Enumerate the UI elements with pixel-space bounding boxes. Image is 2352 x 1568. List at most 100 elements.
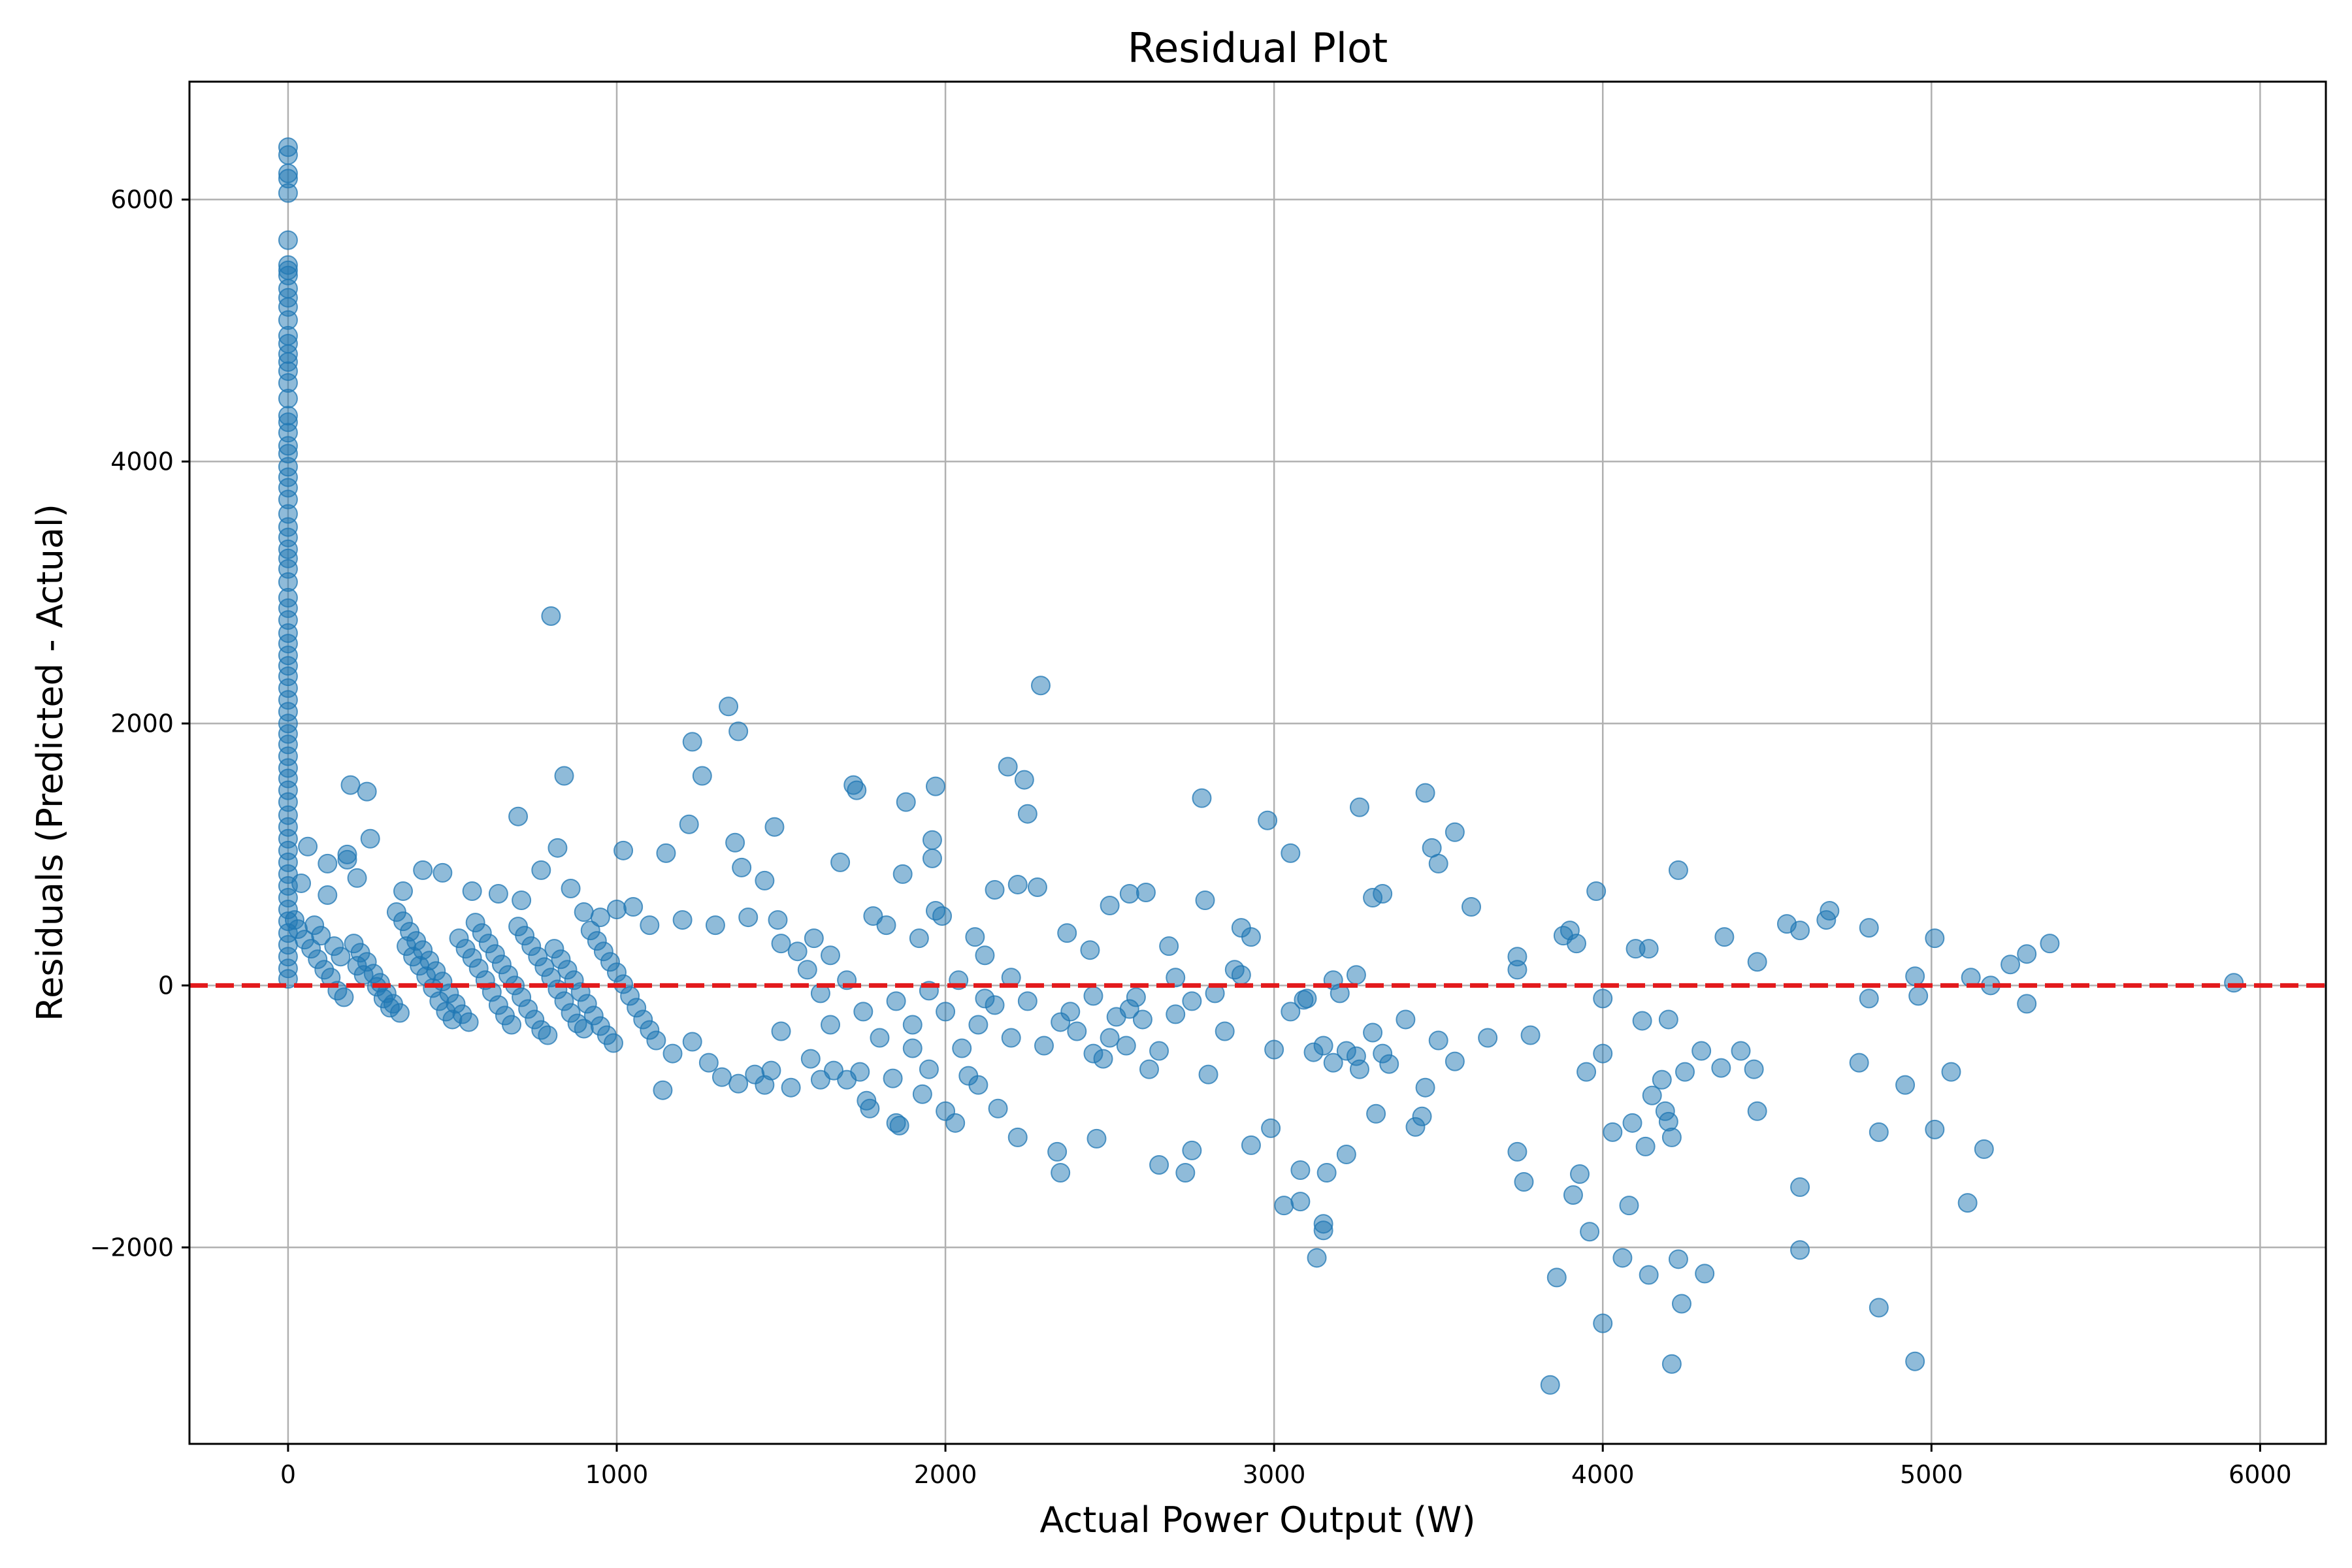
data-point [1258, 810, 1278, 830]
data-point [1576, 1062, 1597, 1082]
data-point [1159, 936, 1179, 956]
data-point [607, 900, 627, 920]
data-point [732, 857, 752, 877]
data-point [413, 860, 433, 880]
data-point [1373, 883, 1393, 904]
x-tick-label: 0 [280, 1460, 296, 1489]
data-point [2001, 955, 2021, 975]
data-point [1639, 939, 1659, 959]
data-point [952, 1038, 972, 1058]
x-tick-label: 6000 [2229, 1460, 2292, 1489]
data-point [896, 792, 916, 812]
data-point [919, 1059, 939, 1079]
x-tick-label: 4000 [1571, 1460, 1635, 1489]
data-point [1323, 1053, 1343, 1073]
x-tick-label: 2000 [914, 1460, 977, 1489]
data-point [912, 1084, 932, 1104]
data-point [331, 947, 351, 967]
y-tick-label: −2000 [90, 1233, 174, 1262]
data-point [459, 1012, 479, 1032]
data-point [1290, 1192, 1311, 1212]
y-tick-label: 2000 [110, 709, 174, 738]
data-point [554, 766, 574, 786]
data-point [975, 988, 995, 1009]
data-point [462, 881, 482, 901]
data-point [1593, 1313, 1613, 1333]
data-point [797, 960, 817, 980]
data-point [1790, 1240, 1810, 1260]
data-point [1192, 788, 1212, 808]
data-point [1261, 1118, 1281, 1138]
data-point [393, 881, 413, 901]
data-point [1478, 1028, 1498, 1048]
data-point [640, 915, 660, 936]
data-point [1051, 1163, 1071, 1183]
data-point [1027, 877, 1047, 897]
data-point [590, 907, 610, 928]
data-point [1632, 1011, 1652, 1031]
data-point [909, 928, 929, 949]
data-point [1695, 1264, 1715, 1284]
data-point [1658, 1009, 1678, 1030]
data-point [925, 776, 945, 796]
data-point [1790, 921, 1810, 941]
data-point [860, 1098, 880, 1119]
data-point [2040, 934, 2060, 954]
data-point [698, 1053, 719, 1073]
x-tick-label: 5000 [1900, 1460, 1963, 1489]
data-point [1957, 1193, 1978, 1213]
data-point [1198, 1064, 1218, 1085]
data-point [1905, 1351, 1925, 1371]
data-point [932, 906, 953, 926]
data-point [380, 998, 400, 1018]
data-point [1182, 991, 1202, 1011]
data-point [1241, 927, 1261, 947]
data-point [719, 696, 739, 717]
data-point [692, 766, 712, 786]
data-point [728, 1073, 749, 1094]
data-point [1067, 1021, 1087, 1041]
data-point [1116, 1036, 1136, 1056]
data-point [850, 1062, 870, 1082]
data-point [1014, 770, 1034, 790]
data-point [975, 945, 995, 966]
data-point [1849, 1053, 1869, 1073]
data-point [1661, 1354, 1682, 1374]
data-point [1639, 1265, 1659, 1285]
data-point [574, 902, 594, 923]
data-point [278, 389, 298, 409]
data-point [1373, 1043, 1393, 1064]
data-point [847, 780, 867, 800]
data-point [1428, 853, 1448, 874]
data-point [1514, 1172, 1534, 1192]
data-point [781, 1077, 801, 1098]
data-point [1060, 1002, 1081, 1022]
data-point [1412, 1106, 1432, 1126]
data-point [764, 817, 785, 837]
data-point [1139, 1059, 1159, 1079]
data-point [508, 806, 529, 826]
data-point [278, 183, 298, 203]
data-point [968, 1015, 988, 1035]
data-point [965, 927, 985, 947]
data-point [1859, 918, 1879, 938]
data-point [1540, 1375, 1560, 1395]
data-point [936, 1002, 956, 1022]
data-point [1100, 1028, 1120, 1048]
data-point [538, 1025, 558, 1045]
data-point [1224, 960, 1245, 980]
data-point [892, 864, 913, 884]
data-point [787, 941, 808, 962]
data-point [1622, 1113, 1642, 1133]
data-point [1336, 1144, 1356, 1164]
data-point [1661, 1127, 1682, 1147]
data-point [902, 1038, 923, 1058]
data-point [1264, 1039, 1284, 1060]
data-point [1336, 1041, 1356, 1061]
data-point [1100, 896, 1120, 916]
data-point [1017, 991, 1037, 1011]
data-point [311, 926, 331, 946]
data-point [705, 915, 725, 936]
data-point [1563, 1185, 1583, 1205]
y-axis-label: Residuals (Predicted - Actual) [29, 504, 71, 1021]
